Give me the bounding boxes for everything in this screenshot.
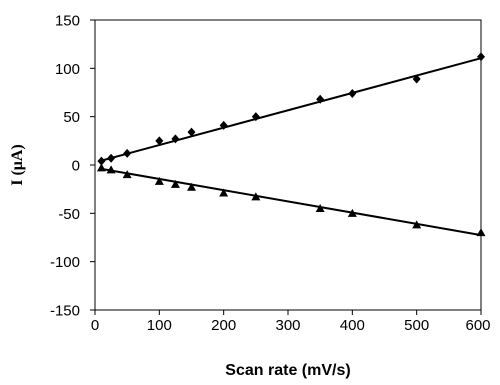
y-tick-label: -100	[50, 254, 80, 271]
triangle-point	[122, 170, 132, 179]
x-tick-label: 0	[91, 317, 99, 334]
x-axis-title: Scan rate (mV/s)	[225, 362, 350, 379]
triangle-point	[219, 188, 229, 197]
diamond-point	[123, 148, 132, 158]
triangle-point	[476, 228, 486, 237]
triangle-point	[106, 165, 116, 174]
x-tick-label: 300	[275, 317, 300, 334]
triangle-point	[96, 163, 106, 172]
triangle-point	[315, 204, 325, 212]
y-axis-title: I (μA)	[9, 144, 26, 186]
x-tick-label: 100	[147, 317, 172, 334]
triangle-point	[251, 192, 261, 201]
diamond-point	[251, 112, 260, 122]
trendlines	[101, 57, 482, 237]
y-tick-label: -150	[50, 303, 80, 320]
x-tick-labels: 0 100 200 300 400 500 600	[91, 317, 491, 334]
triangle-point	[187, 182, 196, 191]
y-tick-label: -50	[58, 206, 80, 223]
diamond-point	[412, 74, 421, 84]
y-tick-labels: 150 100 50 0 -50 -100 -150	[50, 13, 80, 320]
triangle-point	[170, 179, 180, 188]
diamond-point	[219, 120, 228, 130]
x-tick-label: 500	[404, 317, 429, 334]
diamond-point	[155, 136, 164, 146]
y-tick-label: 100	[55, 61, 80, 78]
x-tick-label: 600	[465, 317, 490, 334]
diamond-point	[107, 153, 116, 163]
y-tick-label: 50	[63, 109, 80, 126]
y-tick-label: 150	[55, 13, 80, 30]
trendline-series-1	[101, 57, 482, 162]
tick-marks	[90, 19, 482, 315]
diamond-point	[316, 94, 325, 104]
diamond-point	[97, 156, 106, 166]
diamond-point	[171, 134, 180, 144]
plot-frame	[94, 19, 482, 311]
y-tick-label: 0	[72, 158, 80, 175]
triangle-point	[412, 220, 422, 229]
data-points	[96, 52, 486, 237]
triangle-point	[347, 208, 357, 217]
x-tick-label: 400	[340, 317, 365, 334]
diamond-point	[187, 127, 196, 137]
triangle-point	[154, 176, 164, 185]
x-tick-label: 200	[211, 317, 236, 334]
diamond-point	[348, 88, 357, 98]
diamond-point	[477, 52, 485, 62]
